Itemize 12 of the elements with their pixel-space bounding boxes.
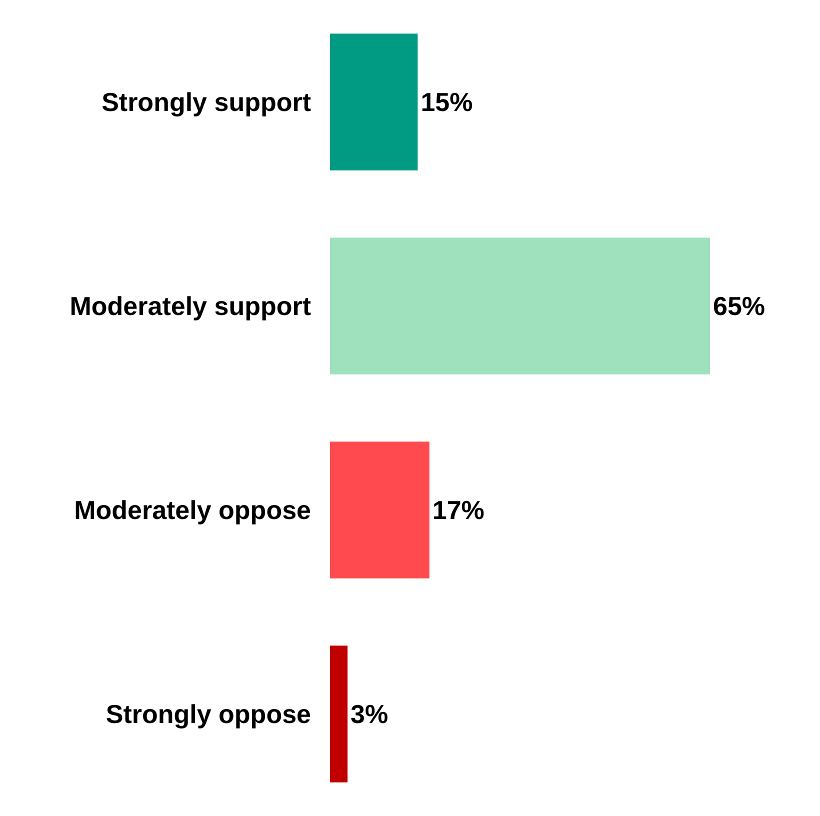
data-label: 15% [420, 87, 473, 117]
y-tick-label: Strongly support [102, 87, 312, 118]
bar [330, 238, 710, 374]
bar [330, 646, 348, 782]
y-tick-label: Strongly oppose [106, 699, 311, 730]
data-label: 65% [713, 291, 766, 321]
y-tick-label: Moderately oppose [74, 495, 311, 526]
y-tick-label: Moderately support [70, 291, 312, 322]
bar [330, 442, 430, 578]
bar [330, 34, 418, 170]
data-label: 3% [350, 699, 388, 729]
data-label: 17% [432, 495, 484, 525]
